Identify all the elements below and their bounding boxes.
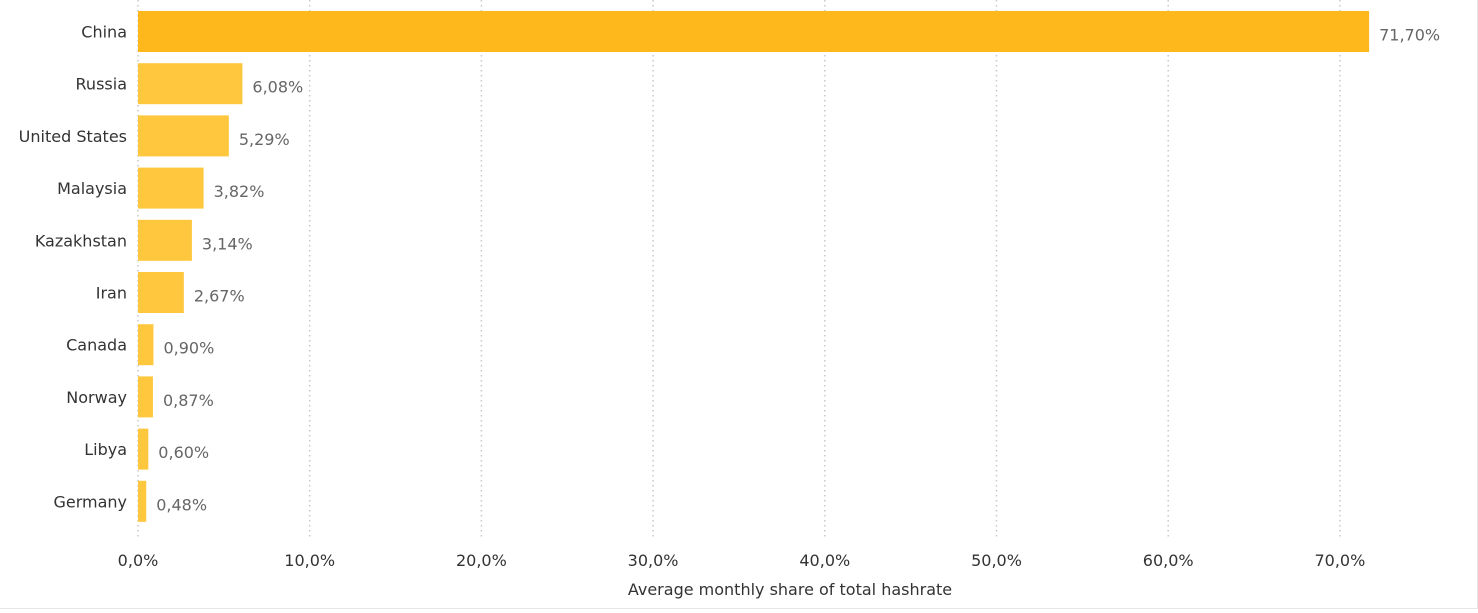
bar-iran[interactable] bbox=[138, 272, 184, 313]
x-tick-label: 0,0% bbox=[118, 551, 159, 570]
bar-canada[interactable] bbox=[138, 324, 154, 366]
bar-libya[interactable] bbox=[138, 428, 149, 470]
value-label: 71,70% bbox=[1379, 26, 1440, 45]
bar-russia[interactable] bbox=[138, 63, 243, 105]
bar-malaysia[interactable] bbox=[138, 167, 204, 209]
category-label: Germany bbox=[53, 492, 127, 511]
category-label: Malaysia bbox=[57, 179, 127, 198]
x-tick-label: 30,0% bbox=[628, 551, 679, 570]
value-label: 0,87% bbox=[163, 391, 214, 410]
value-label: 3,82% bbox=[214, 182, 265, 201]
bar-united-states[interactable] bbox=[138, 115, 229, 157]
value-labels: 71,70% 6,08% 5,29% 3,82% 3,14% 2,67% 0,90% 0,87… bbox=[156, 26, 1440, 515]
value-label: 0,48% bbox=[156, 495, 207, 514]
x-tick-label: 60,0% bbox=[1143, 551, 1194, 570]
x-tick-label: 10,0% bbox=[284, 551, 335, 570]
category-label: China bbox=[81, 23, 127, 42]
value-label: 0,90% bbox=[163, 339, 214, 358]
bar-kazakhstan[interactable] bbox=[138, 219, 192, 261]
category-label: Iran bbox=[96, 284, 127, 303]
value-label: 3,14% bbox=[202, 234, 253, 253]
x-tick-label: 70,0% bbox=[1314, 551, 1365, 570]
x-tick-label: 40,0% bbox=[799, 551, 850, 570]
bar-norway[interactable] bbox=[138, 376, 153, 418]
category-labels: China Russia United States Malaysia Kazakhst… bbox=[19, 23, 127, 512]
category-label: Kazakhstan bbox=[35, 231, 127, 250]
category-label: Norway bbox=[66, 388, 127, 407]
bars bbox=[138, 11, 1370, 522]
bar-china[interactable] bbox=[138, 11, 1370, 52]
x-tick-labels: 0,0% 10,0% 20,0% 30,0% 40,0% 50,0% 60,0% 70,0% bbox=[118, 551, 1366, 570]
category-label: Libya bbox=[84, 440, 127, 459]
x-tick-label: 20,0% bbox=[456, 551, 507, 570]
value-label: 6,08% bbox=[252, 78, 303, 97]
bar-germany[interactable] bbox=[138, 480, 147, 522]
category-label: United States bbox=[19, 127, 127, 146]
category-label: Russia bbox=[76, 75, 127, 94]
grid-lines bbox=[137, 0, 1341, 540]
x-tick-label: 50,0% bbox=[971, 551, 1022, 570]
category-label: Canada bbox=[66, 336, 127, 355]
x-axis-title: Average monthly share of total hashrate bbox=[628, 580, 952, 599]
value-label: 2,67% bbox=[194, 287, 245, 306]
value-label: 5,29% bbox=[239, 130, 290, 149]
value-label: 0,60% bbox=[158, 443, 209, 462]
